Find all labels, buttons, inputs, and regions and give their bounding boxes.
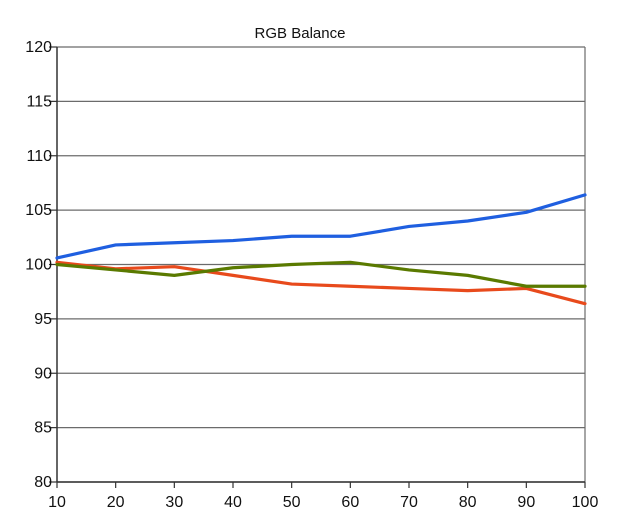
y-tick-label: 90 [34,365,52,382]
x-tick-label: 100 [572,494,599,511]
x-tick-label: 60 [341,494,359,511]
x-tick-label: 80 [459,494,477,511]
series-line-2 [55,260,587,288]
x-tick-label: 20 [107,494,125,511]
x-tick-labels: 10 20 30 40 50 60 70 80 90 100 [48,494,598,511]
y-tick-labels: 80 85 90 95 100 105 110 115 120 [25,39,52,491]
x-tick-label: 50 [283,494,301,511]
y-tick-label: 100 [25,257,52,274]
chart-title: RGB Balance [255,25,346,42]
x-tick-label: 10 [48,494,66,511]
y-tick-label: 110 [26,148,52,165]
series-line-1 [55,260,587,306]
y-tick-label: 85 [34,420,52,437]
y-tick-label: 95 [34,311,52,328]
series-line-0 [55,193,587,260]
x-tick-label: 90 [517,494,535,511]
y-tick-label: 105 [25,202,52,219]
x-tick-label: 70 [400,494,418,511]
y-tick-label: 120 [25,39,52,56]
y-tick-label: 115 [26,93,52,110]
x-tick-label: 30 [165,494,183,511]
x-tick-label: 40 [224,494,242,511]
series-lines [55,193,587,306]
y-tick-label: 80 [34,474,52,491]
